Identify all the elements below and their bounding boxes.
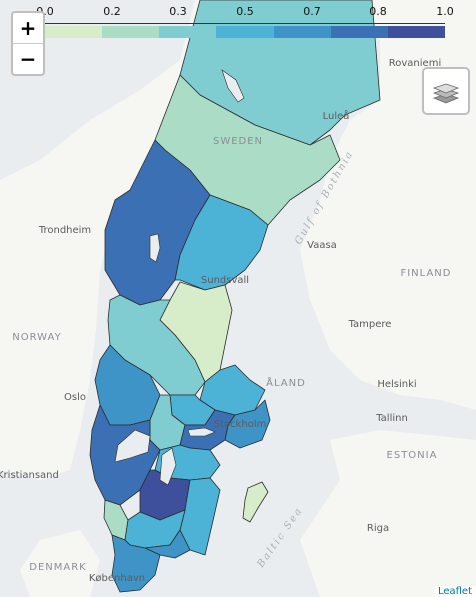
legend-swatch-4 xyxy=(273,26,331,38)
legend-tick-5: 0.8 xyxy=(369,5,387,18)
label-oslo: Oslo xyxy=(64,392,86,403)
label-sweden: SWEDEN xyxy=(213,136,263,147)
legend-color-bar xyxy=(45,26,445,38)
legend-swatch-0 xyxy=(45,26,103,38)
label-denmark: DENMARK xyxy=(29,562,86,573)
label-tallinn: Tallinn xyxy=(375,413,408,424)
legend-swatch-3 xyxy=(216,26,274,38)
lake-vanern xyxy=(114,429,151,463)
zoom-out-button[interactable]: − xyxy=(19,47,37,71)
legend-axis xyxy=(45,23,445,24)
legend-swatch-2 xyxy=(159,26,217,38)
color-legend: 0.0 0.2 0.3 0.5 0.7 0.8 1.0 xyxy=(30,5,454,39)
lake-storsjon xyxy=(149,233,161,263)
label-lulea: Luleå xyxy=(323,109,350,122)
label-aland: ÅLAND xyxy=(266,376,306,389)
layers-button[interactable] xyxy=(422,67,470,115)
label-norway: NORWAY xyxy=(12,332,61,343)
legend-swatch-6 xyxy=(387,26,445,38)
lake-malaren xyxy=(187,427,216,437)
legend-tick-1: 0.2 xyxy=(103,5,121,18)
label-kristiansand: Kristiansand xyxy=(0,470,59,481)
label-helsinki: Helsinki xyxy=(377,379,416,390)
lake-vattern xyxy=(159,447,177,486)
legend-swatch-5 xyxy=(330,26,388,38)
label-rovaniemi: Rovaniemi xyxy=(389,58,441,69)
legend-tick-2: 0.3 xyxy=(169,5,187,18)
label-trondheim: Trondheim xyxy=(38,225,91,236)
label-vaasa: Vaasa xyxy=(307,240,337,251)
lakes xyxy=(114,69,245,486)
label-finland: FINLAND xyxy=(400,268,451,279)
label-tampere: Tampere xyxy=(348,319,392,330)
zoom-control: + − xyxy=(11,11,45,76)
layers-icon xyxy=(432,83,460,104)
label-estonia: ESTONIA xyxy=(387,450,438,461)
legend-tick-6: 1.0 xyxy=(436,5,454,18)
norway-land xyxy=(0,0,340,480)
zoom-in-button[interactable]: + xyxy=(13,13,43,44)
attribution-link[interactable]: Leaflet xyxy=(433,586,476,597)
region-skane[interactable] xyxy=(111,534,161,593)
region-dalarna[interactable] xyxy=(107,294,206,396)
lake-torne xyxy=(221,69,245,103)
region-gotland[interactable] xyxy=(242,481,269,523)
legend-tick-4: 0.7 xyxy=(303,5,321,18)
legend-swatch-1 xyxy=(102,26,160,38)
denmark-land xyxy=(20,530,100,597)
legend-tick-3: 0.5 xyxy=(236,5,254,18)
label-stockholm: Stockholm xyxy=(214,419,267,430)
baltics-land xyxy=(300,430,476,597)
label-sundsvall: Sundsvall xyxy=(201,275,249,286)
label-riga: Riga xyxy=(367,523,389,534)
label-kobenhavn: København xyxy=(89,573,145,584)
